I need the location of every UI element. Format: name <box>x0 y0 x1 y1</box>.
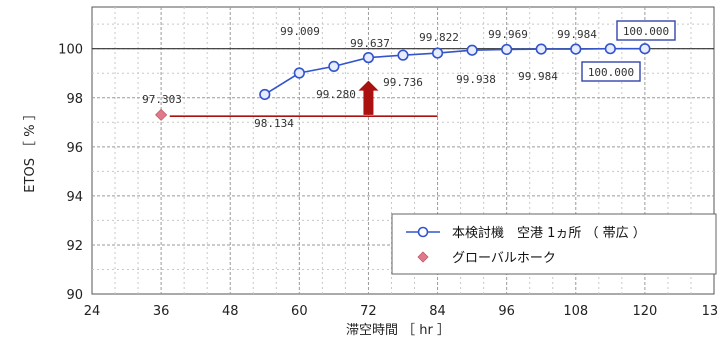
series-line-main <box>264 47 645 96</box>
x-tick-label: 24 <box>84 304 101 319</box>
data-point <box>570 43 582 55</box>
data-label: 99.984 <box>557 28 597 41</box>
y-tick-label: 100 <box>58 43 83 58</box>
data-label-box <box>581 61 641 82</box>
data-point <box>604 43 616 55</box>
legend-marker-global-hawk <box>417 251 429 263</box>
data-label: 97.303 <box>142 93 182 106</box>
data-point <box>639 43 651 55</box>
x-axis-title: 滞空時間 ［ hr ］ <box>346 323 450 338</box>
data-label: 99.009 <box>280 25 320 38</box>
data-point <box>293 67 305 79</box>
legend-label-main: 本検討機 空港 1ヵ所 （ 帯広 ） <box>452 225 646 241</box>
legend-marker-main <box>417 226 429 238</box>
data-label: 99.969 <box>488 28 528 41</box>
data-points <box>155 43 651 121</box>
data-label: 100.000 <box>623 25 669 38</box>
x-tick-label: 84 <box>429 304 446 319</box>
data-point <box>535 43 547 55</box>
data-point <box>328 60 340 72</box>
data-point <box>466 44 478 56</box>
y-tick-label: 90 <box>66 288 83 303</box>
x-tick-label: 132 <box>702 304 719 319</box>
data-point-global-hawk <box>155 108 168 121</box>
x-tick-label: 96 <box>498 304 515 319</box>
y-tick-label: 96 <box>66 141 83 156</box>
up-arrow-icon <box>358 80 379 115</box>
y-tick-labels: 90 92 94 96 98 100 <box>58 43 83 303</box>
y-tick-label: 98 <box>66 92 83 107</box>
legend: 本検討機 空港 1ヵ所 （ 帯広 ） グローバルホーク <box>391 213 717 275</box>
y-axis-title: ETOS ［ % ］ <box>23 107 38 192</box>
y-tick-label: 94 <box>66 190 83 205</box>
data-labels: 98.134 99.009 99.280 99.637 99.736 99.822 99.9… <box>142 20 676 130</box>
data-point <box>259 88 271 101</box>
data-label: 99.938 <box>456 73 496 86</box>
data-label: 99.280 <box>316 88 356 101</box>
y-tick-label: 92 <box>66 239 83 254</box>
x-tick-label: 60 <box>291 304 308 319</box>
x-tick-label: 48 <box>222 304 239 319</box>
data-point <box>362 52 375 64</box>
data-label: 99.736 <box>383 76 423 89</box>
legend-label-global-hawk: グローバルホーク <box>452 251 556 266</box>
x-tick-label: 36 <box>153 304 170 319</box>
data-label: 99.637 <box>350 37 390 50</box>
data-label: 99.984 <box>518 70 558 83</box>
data-point <box>397 49 409 61</box>
data-point <box>501 43 513 56</box>
x-tick-label: 72 <box>360 304 377 319</box>
data-label: 98.134 <box>254 117 294 130</box>
x-tick-label: 108 <box>563 304 588 319</box>
x-tick-label: 120 <box>632 304 657 319</box>
x-tick-labels: 24 36 48 60 72 84 96 108 120 132 <box>84 304 719 319</box>
data-label: 100.000 <box>588 66 634 79</box>
data-label-box <box>616 20 676 41</box>
data-point <box>431 47 444 59</box>
data-label: 99.822 <box>419 31 459 44</box>
legend-box <box>391 213 717 275</box>
